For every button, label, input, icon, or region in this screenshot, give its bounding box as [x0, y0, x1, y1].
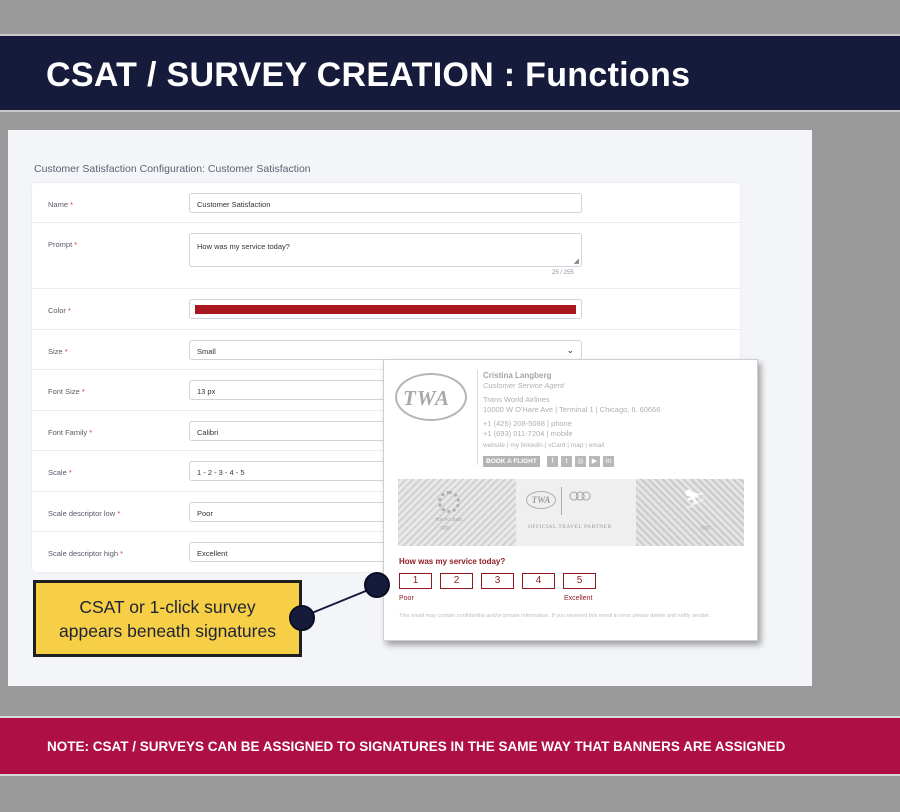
olympic-rings-icon: ○○○: [440, 523, 450, 532]
scale-high-descriptor: Excellent: [564, 595, 593, 602]
form-row-prompt: Prompt * How was my service today? ◢ 25 …: [32, 223, 740, 289]
size-select[interactable]: Small ⌄: [189, 340, 582, 360]
banner-twa-logo: TWA: [526, 491, 556, 509]
chevron-down-icon: ⌄: [566, 345, 574, 355]
resize-handle-icon[interactable]: ◢: [573, 258, 579, 265]
prompt-label: Prompt: [48, 240, 73, 249]
linkedin-icon[interactable]: in: [603, 456, 614, 467]
email-disclaimer: This email may contain confidential and/…: [399, 613, 711, 619]
scale-high-label: Scale descriptor high: [48, 549, 119, 558]
scale-low-descriptor: Poor: [399, 595, 414, 602]
scale-option-4[interactable]: 4: [522, 573, 555, 589]
scale-low-label: Scale descriptor low: [48, 509, 116, 518]
slide-title: CSAT / SURVEY CREATION : Functions: [46, 56, 691, 94]
name-input[interactable]: Customer Satisfaction: [189, 193, 582, 213]
book-flight-button[interactable]: BOOK A FLIGHT: [483, 456, 540, 467]
twitter-icon[interactable]: t: [561, 456, 572, 467]
paralympic-emblem-icon: ⛷: [683, 489, 706, 509]
title-bar: CSAT / SURVEY CREATION : Functions: [0, 34, 900, 112]
signature-phone: +1 (425) 208-5088 | phone: [483, 419, 572, 428]
form-row-color: Color *: [32, 289, 740, 330]
size-label: Size: [48, 347, 63, 356]
config-heading: Customer Satisfaction Configuration: Cus…: [34, 163, 311, 175]
callout-line-1: CSAT or 1-click survey: [79, 597, 256, 617]
prompt-textarea[interactable]: How was my service today? ◢: [189, 233, 582, 267]
olympic-rings-icon: ○○○: [700, 523, 710, 532]
signature-name: Cristina Langberg: [483, 371, 552, 380]
scale-option-2[interactable]: 2: [440, 573, 473, 589]
signature-role: Customer Service Agent: [483, 381, 565, 390]
signature-links[interactable]: website | my linkedin | vCard | map | em…: [483, 442, 605, 449]
color-swatch: [195, 305, 576, 314]
partner-text: OFFICIAL TRAVEL PARTNER: [528, 524, 612, 530]
email-banner[interactable]: TOKYO 2020 ○○○ TWA ○○○ OFFICIAL TRAVEL P…: [398, 479, 744, 546]
callout-box: CSAT or 1-click survey appears beneath s…: [33, 580, 302, 657]
signature-divider: [477, 370, 478, 465]
font-family-label: Font Family: [48, 428, 88, 437]
email-preview: TWA Cristina Langberg Customer Service A…: [383, 359, 758, 641]
form-row-name: Name * Customer Satisfaction: [32, 183, 740, 223]
survey-question: How was my service today?: [399, 557, 506, 566]
char-counter: 25 / 255: [552, 270, 574, 276]
signature-mobile: +1 (693) 011-7204 | mobile: [483, 429, 573, 438]
scale-label: Scale: [48, 468, 67, 477]
callout-dot-end: [364, 572, 390, 598]
scale-option-1[interactable]: 1: [399, 573, 432, 589]
font-size-label: Font Size: [48, 387, 80, 396]
olympic-rings-icon: ○○○: [568, 485, 592, 507]
scale-option-3[interactable]: 3: [481, 573, 514, 589]
callout-dot-start: [289, 605, 315, 631]
name-label: Name: [48, 200, 69, 209]
signature-company: Trans World Airlines: [483, 395, 550, 404]
callout-line-2: appears beneath signatures: [59, 621, 276, 641]
color-picker[interactable]: [189, 299, 582, 319]
instagram-icon[interactable]: ◎: [575, 456, 586, 467]
note-bar: NOTE: CSAT / SURVEYS CAN BE ASSIGNED TO …: [0, 716, 900, 776]
youtube-icon[interactable]: ▶: [589, 456, 600, 467]
note-text: NOTE: CSAT / SURVEYS CAN BE ASSIGNED TO …: [47, 739, 786, 754]
scale-option-5[interactable]: 5: [563, 573, 596, 589]
tokyo-emblem-icon: [438, 491, 460, 513]
signature-address: 10000 W O'Hare Ave | Terminal 1 | Chicag…: [483, 405, 661, 414]
facebook-icon[interactable]: f: [547, 456, 558, 467]
twa-logo: TWA: [395, 373, 467, 421]
color-label: Color: [48, 306, 66, 315]
